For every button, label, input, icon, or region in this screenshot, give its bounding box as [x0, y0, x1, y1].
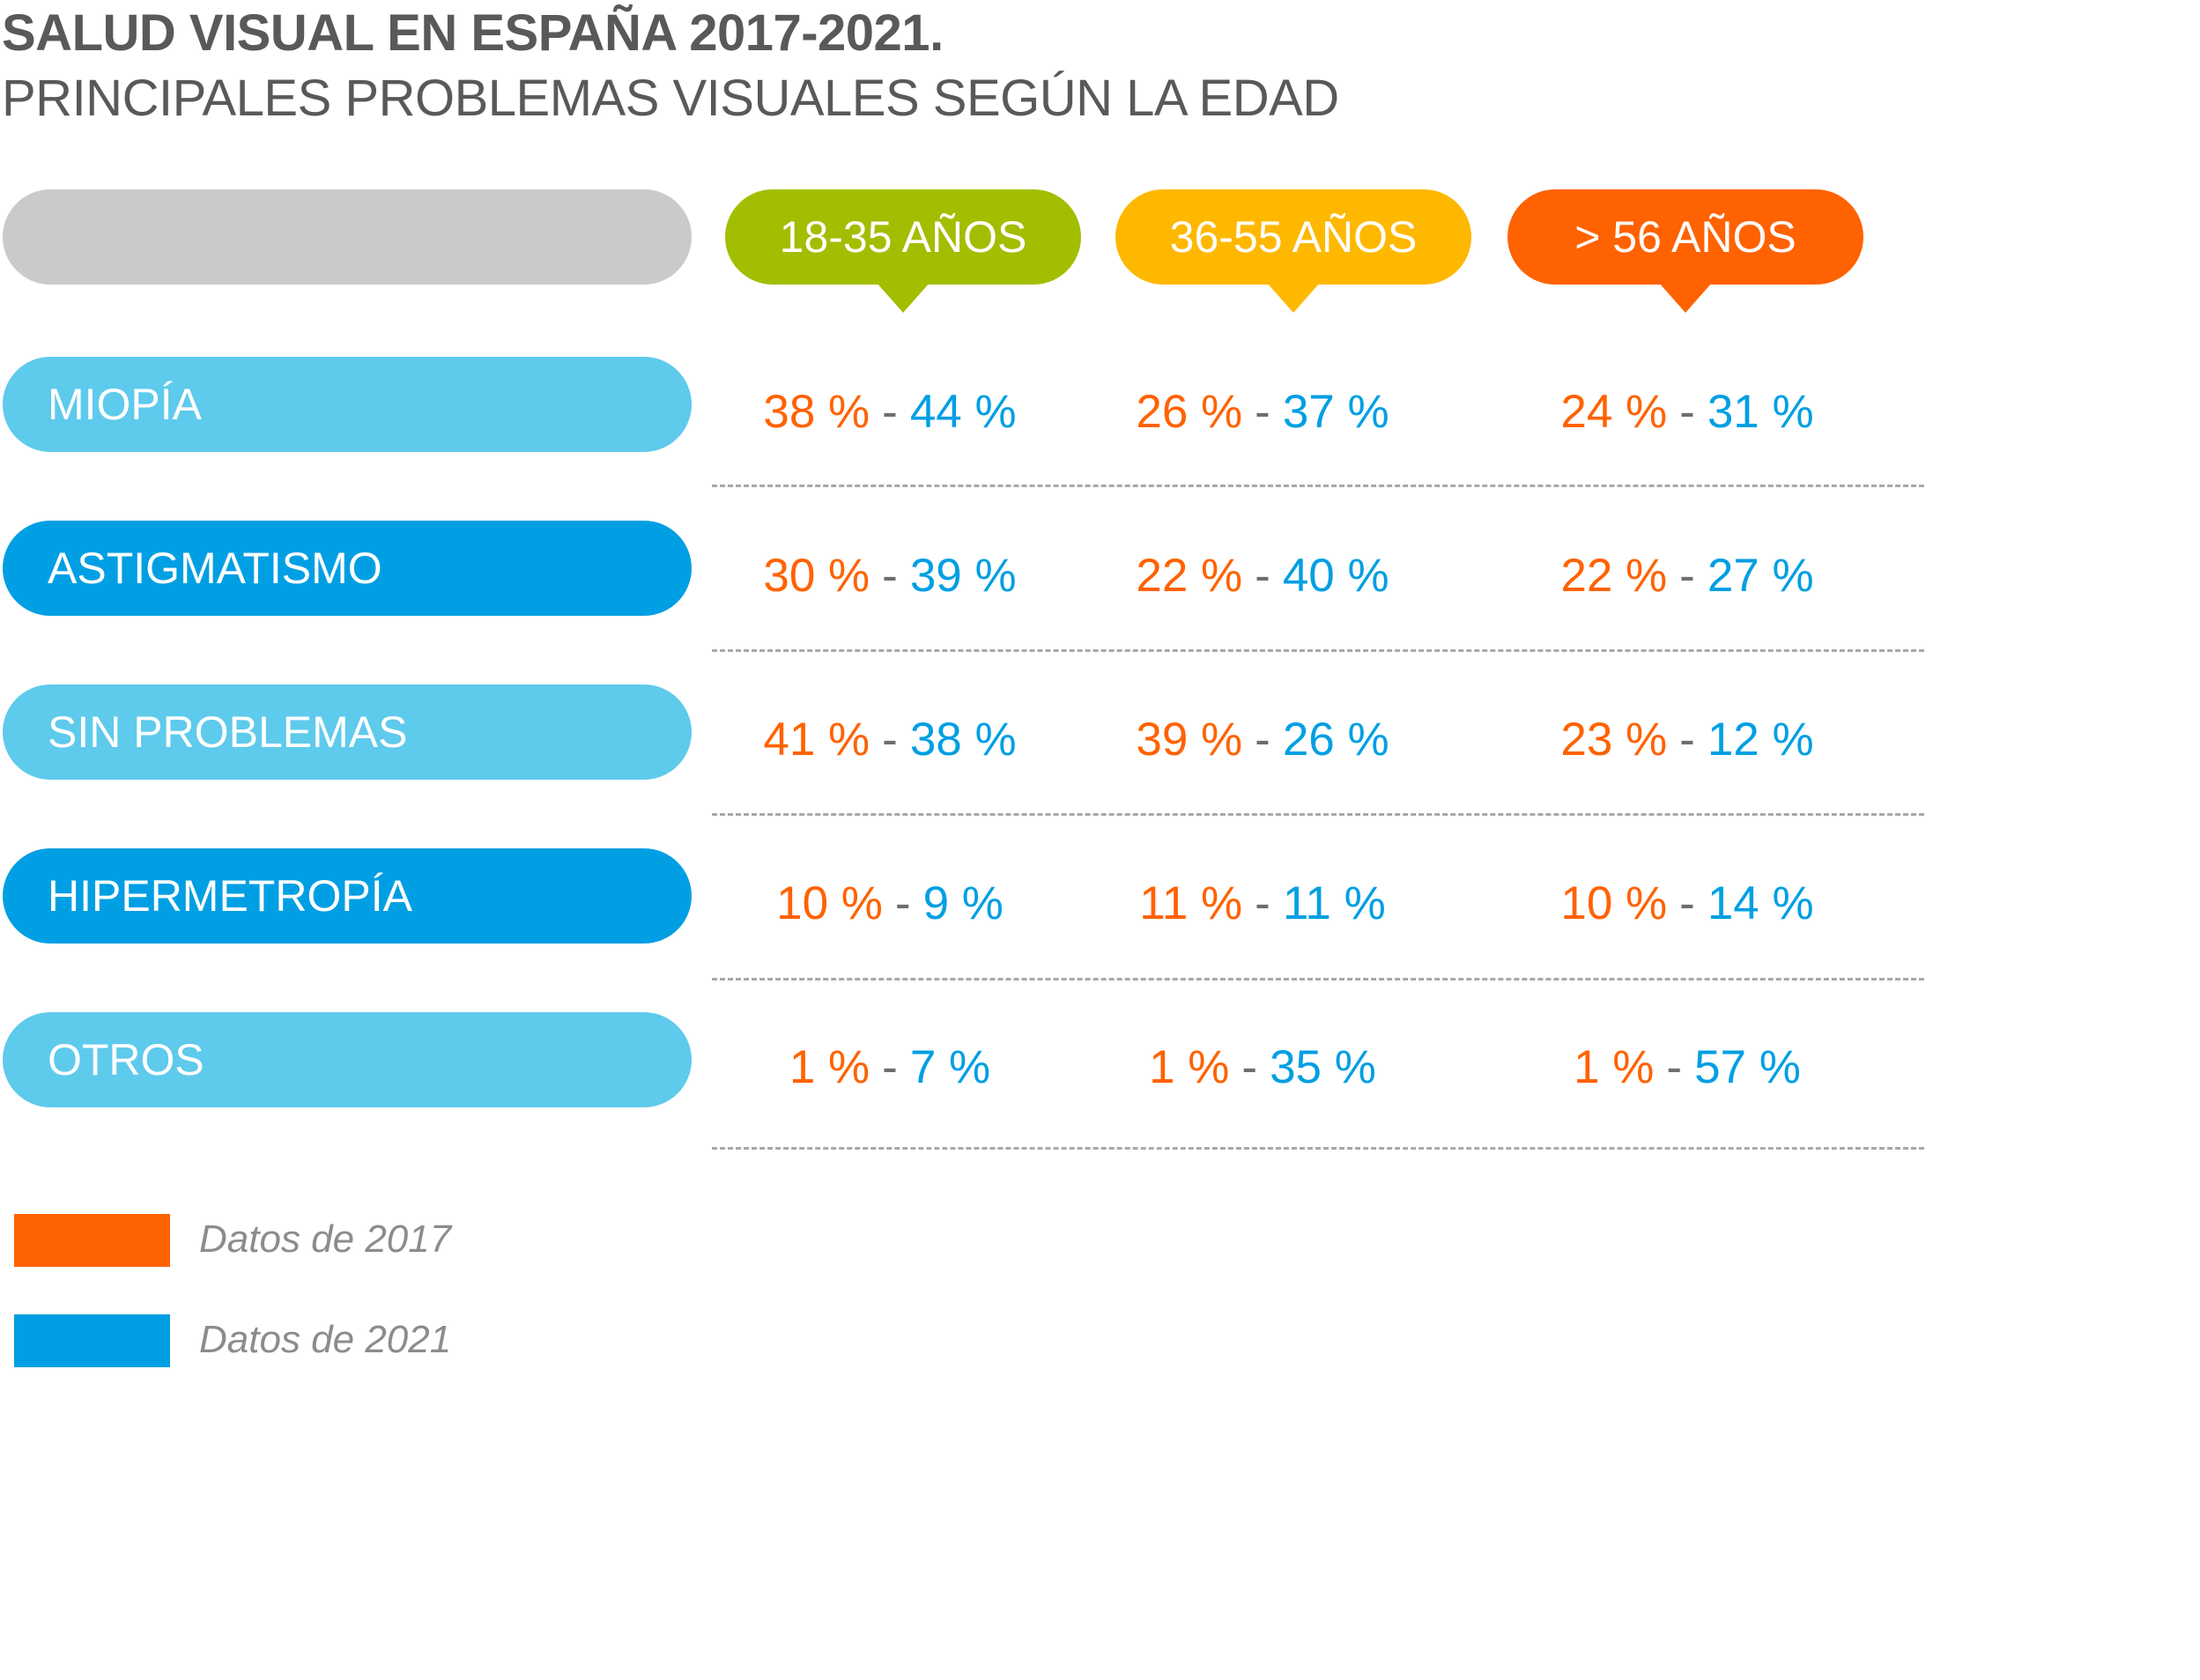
value-separator: -: [1679, 877, 1695, 929]
value-2021: 26 %: [1282, 713, 1389, 766]
value-2017: 41 %: [763, 713, 870, 766]
value-cell: 41 % -38 %: [705, 692, 1075, 787]
row-divider: [712, 813, 1924, 816]
value-separator: -: [882, 713, 898, 766]
row-divider: [712, 978, 1924, 981]
value-separator: -: [1666, 1040, 1683, 1093]
value-2017: 1 %: [1149, 1040, 1230, 1093]
value-cell: 1 % -57 %: [1502, 1019, 1872, 1114]
value-2017: 1 %: [789, 1040, 870, 1093]
value-2021: 12 %: [1707, 713, 1814, 766]
value-2021: 9 %: [922, 877, 1004, 929]
value-cell: 1 % -7 %: [705, 1019, 1075, 1114]
age-group-pill: 18-35 AÑOS: [725, 189, 1081, 313]
value-2017: 22 %: [1136, 549, 1243, 602]
value-cell: 26 % -37 %: [1078, 364, 1448, 459]
value-2021: 35 %: [1270, 1040, 1376, 1093]
value-separator: -: [1241, 1040, 1258, 1093]
row-label-pill: SIN PROBLEMAS: [3, 685, 692, 780]
value-separator: -: [1255, 713, 1270, 766]
value-2021: 40 %: [1282, 549, 1389, 602]
value-2021: 38 %: [909, 713, 1017, 766]
value-cell: 30 % -39 %: [705, 528, 1075, 623]
value-2017: 30 %: [763, 549, 870, 602]
value-2017: 22 %: [1560, 549, 1668, 602]
value-separator: -: [882, 1040, 898, 1093]
value-separator: -: [1679, 549, 1695, 602]
row-label-pill: MIOPÍA: [3, 357, 692, 452]
row-divider: [712, 485, 1924, 487]
value-2017: 38 %: [763, 385, 870, 438]
value-2017: 24 %: [1560, 385, 1668, 438]
row-divider: [712, 649, 1924, 652]
age-group-pill: > 56 AÑOS: [1507, 189, 1863, 313]
value-cell: 39 % -26 %: [1078, 692, 1448, 787]
legend-label: Datos de 2021: [199, 1318, 452, 1361]
value-cell: 22 % -40 %: [1078, 528, 1448, 623]
legend-swatch: [14, 1214, 170, 1267]
value-separator: -: [1255, 549, 1270, 602]
legend-label: Datos de 2017: [199, 1217, 452, 1261]
value-2021: 7 %: [909, 1040, 991, 1093]
value-2017: 10 %: [1560, 877, 1668, 929]
value-2021: 31 %: [1707, 385, 1814, 438]
value-2021: 44 %: [909, 385, 1017, 438]
value-2017: 26 %: [1136, 385, 1243, 438]
value-2017: 39 %: [1136, 713, 1243, 766]
row-divider: [712, 1147, 1924, 1150]
value-2021: 14 %: [1707, 877, 1814, 929]
chart-subtitle: PRINCIPALES PROBLEMAS VISUALES SEGÚN LA …: [2, 70, 1339, 127]
value-2021: 57 %: [1694, 1040, 1801, 1093]
value-2017: 23 %: [1560, 713, 1668, 766]
row-label-pill: ASTIGMATISMO: [3, 521, 692, 616]
header-blank-pill: [3, 189, 692, 285]
chart-title: SALUD VISUAL EN ESPAÑA 2017-2021.: [2, 4, 944, 62]
value-cell: 10 % -14 %: [1502, 855, 1872, 951]
legend-swatch: [14, 1314, 170, 1367]
value-separator: -: [882, 549, 898, 602]
value-separator: -: [1679, 385, 1695, 438]
age-group-pill: 36-55 AÑOS: [1115, 189, 1471, 313]
row-label-pill: HIPERMETROPÍA: [3, 848, 692, 944]
value-separator: -: [1679, 713, 1695, 766]
row-label-pill: OTROS: [3, 1012, 692, 1107]
value-cell: 10 % -9 %: [705, 855, 1075, 951]
value-cell: 22 % -27 %: [1502, 528, 1872, 623]
value-2021: 39 %: [909, 549, 1017, 602]
value-separator: -: [894, 877, 911, 929]
value-2021: 37 %: [1282, 385, 1389, 438]
value-separator: -: [882, 385, 898, 438]
value-2017: 1 %: [1574, 1040, 1655, 1093]
value-2017: 11 %: [1139, 877, 1243, 929]
value-separator: -: [1255, 877, 1270, 929]
value-cell: 24 % -31 %: [1502, 364, 1872, 459]
value-cell: 1 % -35 %: [1078, 1019, 1448, 1114]
value-2021: 11 %: [1282, 877, 1386, 929]
value-2017: 10 %: [776, 877, 883, 929]
value-2021: 27 %: [1707, 549, 1814, 602]
value-separator: -: [1255, 385, 1270, 438]
value-cell: 11 % -11 %: [1078, 855, 1448, 951]
value-cell: 38 % -44 %: [705, 364, 1075, 459]
value-cell: 23 % -12 %: [1502, 692, 1872, 787]
